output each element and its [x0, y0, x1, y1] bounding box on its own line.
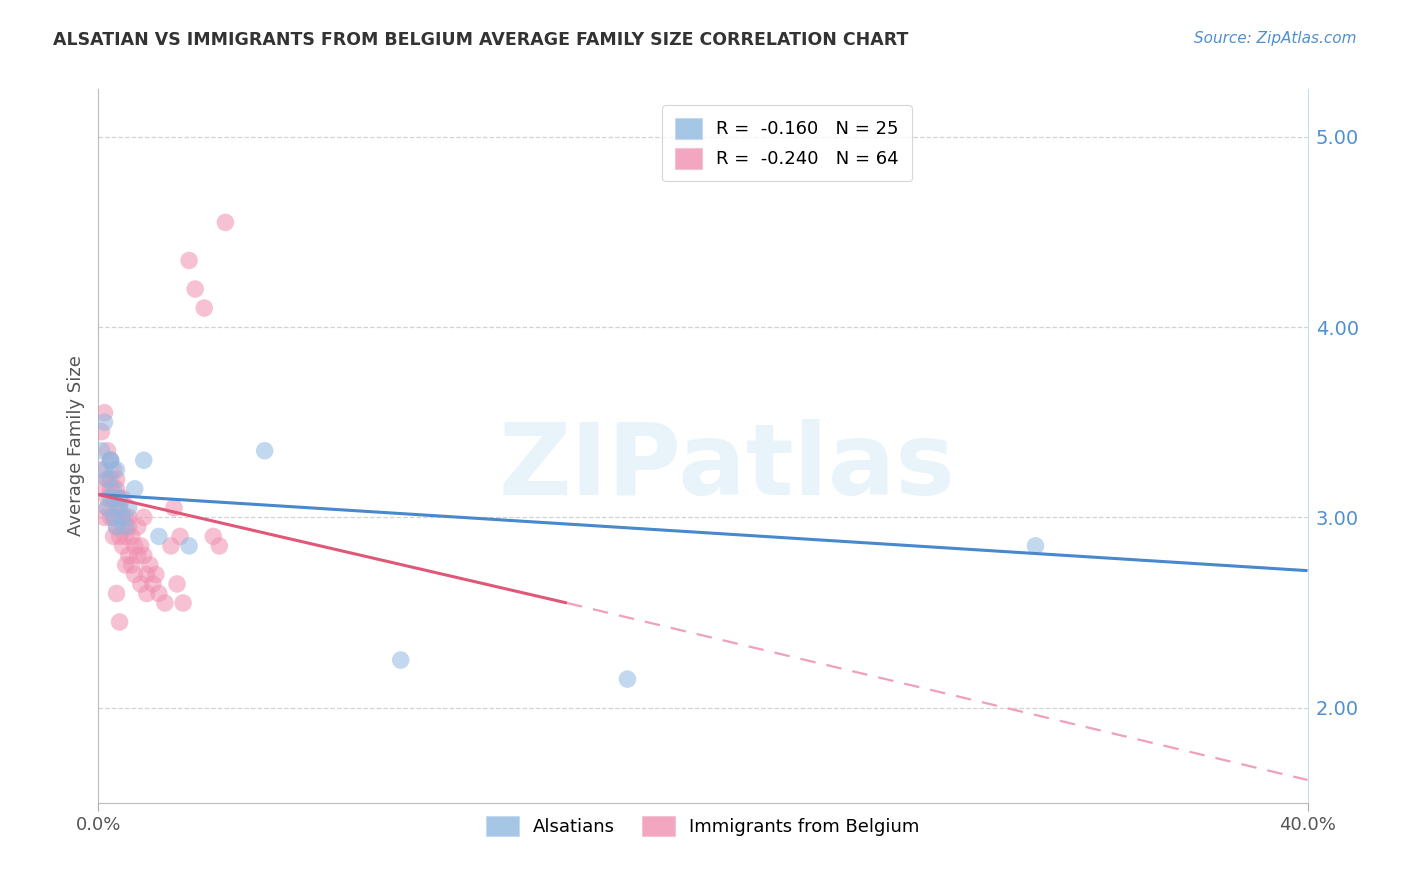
Point	[389, 653, 412, 667]
Point	[142, 577, 165, 591]
Point	[93, 406, 115, 420]
Point	[96, 443, 118, 458]
Point	[100, 491, 122, 506]
Point	[139, 558, 162, 572]
Point	[105, 586, 128, 600]
Point	[208, 539, 231, 553]
Point	[121, 558, 143, 572]
Point	[166, 577, 188, 591]
Point	[111, 539, 134, 553]
Point	[93, 415, 115, 429]
Point	[105, 463, 128, 477]
Point	[118, 500, 141, 515]
Point	[93, 463, 115, 477]
Point	[148, 586, 170, 600]
Point	[105, 472, 128, 486]
Point	[111, 510, 134, 524]
Point	[93, 510, 115, 524]
Point	[193, 301, 215, 315]
Point	[100, 453, 122, 467]
Point	[124, 567, 146, 582]
Text: ALSATIAN VS IMMIGRANTS FROM BELGIUM AVERAGE FAMILY SIZE CORRELATION CHART: ALSATIAN VS IMMIGRANTS FROM BELGIUM AVER…	[53, 31, 908, 49]
Point	[148, 529, 170, 543]
Point	[105, 520, 128, 534]
Point	[103, 510, 125, 524]
Point	[132, 453, 155, 467]
Point	[127, 549, 149, 563]
Point	[96, 491, 118, 506]
Point	[103, 529, 125, 543]
Point	[108, 491, 131, 506]
Point	[103, 463, 125, 477]
Point	[114, 520, 136, 534]
Point	[1024, 539, 1046, 553]
Point	[108, 500, 131, 515]
Point	[96, 500, 118, 515]
Point	[103, 510, 125, 524]
Point	[103, 482, 125, 496]
Point	[160, 539, 183, 553]
Point	[96, 472, 118, 486]
Point	[111, 491, 134, 506]
Point	[135, 586, 157, 600]
Point	[108, 529, 131, 543]
Point	[96, 472, 118, 486]
Point	[103, 491, 125, 506]
Point	[253, 443, 276, 458]
Point	[108, 500, 131, 515]
Point	[114, 529, 136, 543]
Point	[172, 596, 194, 610]
Legend: Alsatians, Immigrants from Belgium: Alsatians, Immigrants from Belgium	[475, 805, 931, 847]
Point	[129, 577, 152, 591]
Point	[184, 282, 207, 296]
Point	[118, 549, 141, 563]
Point	[124, 539, 146, 553]
Point	[111, 520, 134, 534]
Point	[105, 500, 128, 515]
Point	[100, 472, 122, 486]
Point	[179, 253, 201, 268]
Point	[100, 482, 122, 496]
Point	[118, 510, 141, 524]
Point	[105, 520, 128, 534]
Y-axis label: Average Family Size: Average Family Size	[66, 356, 84, 536]
Point	[132, 549, 155, 563]
Point	[108, 615, 131, 629]
Point	[96, 500, 118, 515]
Point	[118, 520, 141, 534]
Point	[127, 520, 149, 534]
Point	[100, 510, 122, 524]
Point	[616, 672, 638, 686]
Point	[163, 500, 186, 515]
Point	[179, 539, 201, 553]
Point	[124, 482, 146, 496]
Point	[90, 425, 112, 439]
Point	[105, 482, 128, 496]
Point	[100, 453, 122, 467]
Point	[90, 443, 112, 458]
Text: Source: ZipAtlas.com: Source: ZipAtlas.com	[1194, 31, 1357, 46]
Point	[90, 463, 112, 477]
Point	[93, 482, 115, 496]
Point	[145, 567, 167, 582]
Point	[114, 510, 136, 524]
Point	[214, 215, 236, 229]
Point	[111, 510, 134, 524]
Point	[132, 510, 155, 524]
Point	[135, 567, 157, 582]
Point	[153, 596, 176, 610]
Point	[202, 529, 225, 543]
Text: ZIPatlas: ZIPatlas	[499, 419, 956, 516]
Point	[129, 539, 152, 553]
Point	[100, 453, 122, 467]
Point	[108, 491, 131, 506]
Point	[169, 529, 191, 543]
Point	[114, 558, 136, 572]
Point	[121, 529, 143, 543]
